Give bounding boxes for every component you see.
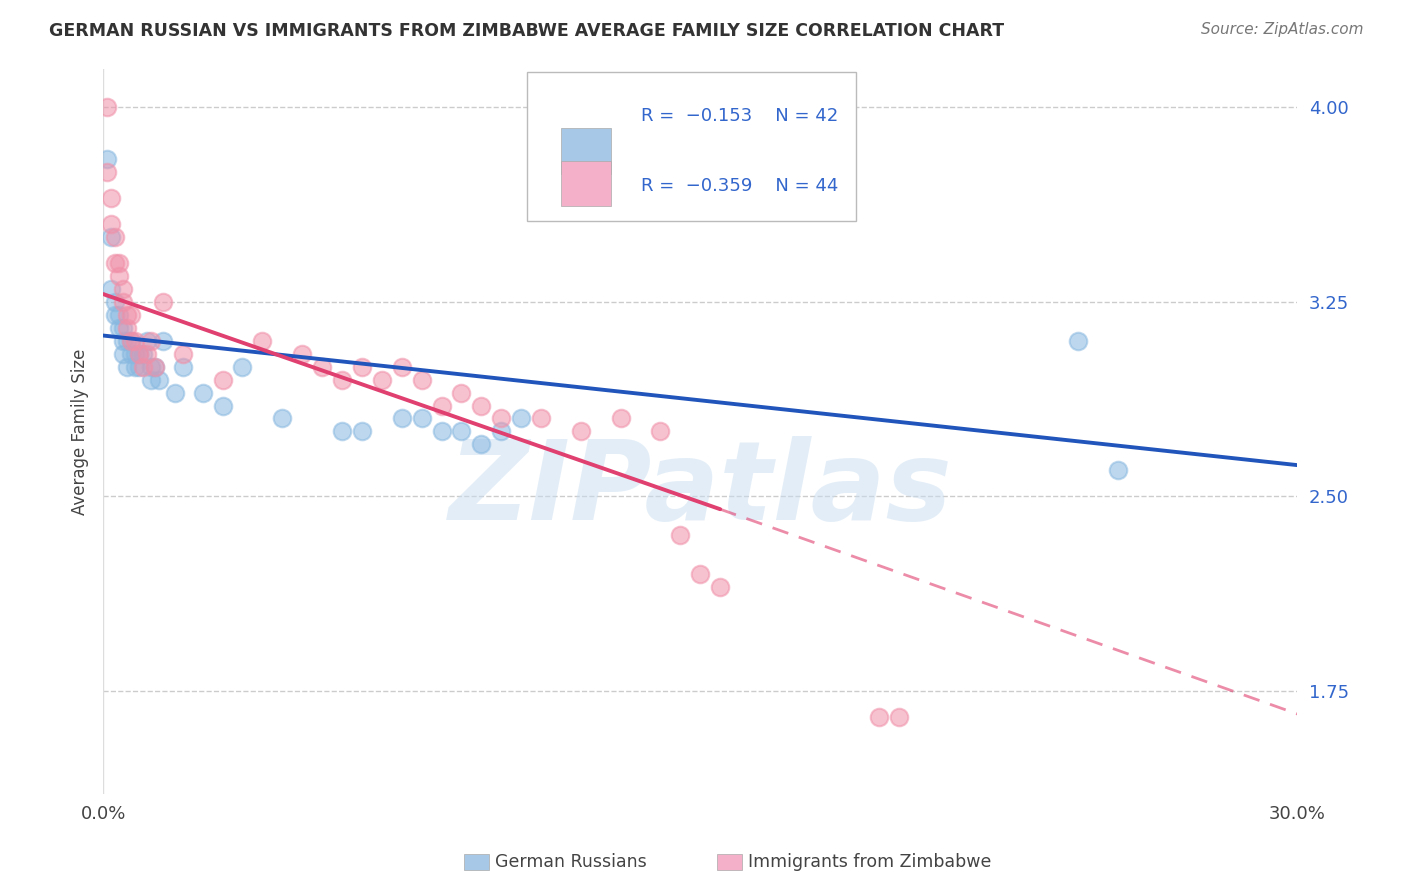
Text: German Russians: German Russians [495, 853, 647, 871]
Point [132, 346, 155, 360]
Point [450, 385, 472, 400]
Point [124, 359, 146, 374]
Point [96, 153, 118, 167]
Point [100, 191, 122, 205]
Point [100, 230, 122, 244]
Text: GERMAN RUSSIAN VS IMMIGRANTS FROM ZIMBABWE AVERAGE FAMILY SIZE CORRELATION CHART: GERMAN RUSSIAN VS IMMIGRANTS FROM ZIMBAB… [49, 22, 1004, 40]
Y-axis label: Average Family Size: Average Family Size [72, 348, 89, 515]
Point [411, 373, 433, 387]
Point [868, 709, 890, 723]
Point [139, 373, 162, 387]
Point [172, 359, 194, 374]
Bar [561, 161, 610, 206]
Point [330, 425, 353, 439]
Point [889, 709, 911, 723]
Point [430, 425, 453, 439]
Text: Source: ZipAtlas.com: Source: ZipAtlas.com [1201, 22, 1364, 37]
Point [530, 411, 553, 425]
Point [104, 294, 127, 309]
Point [112, 346, 135, 360]
Point [252, 334, 274, 348]
Point [689, 567, 711, 582]
Point [115, 308, 138, 322]
Point [411, 411, 433, 425]
Point [609, 411, 631, 425]
Point [271, 411, 294, 425]
Point [391, 359, 413, 374]
Point [112, 294, 135, 309]
Text: Immigrants from Zimbabwe: Immigrants from Zimbabwe [748, 853, 991, 871]
Point [470, 437, 492, 451]
Point [350, 425, 373, 439]
Point [510, 411, 533, 425]
Point [172, 346, 194, 360]
Point [139, 334, 162, 348]
Point [152, 294, 174, 309]
Point [135, 334, 157, 348]
Point [96, 165, 118, 179]
Point [108, 320, 131, 334]
Point [104, 308, 127, 322]
Point [489, 411, 512, 425]
Point [211, 373, 233, 387]
Point [124, 346, 146, 360]
Point [108, 308, 131, 322]
Text: ZIPatlas: ZIPatlas [449, 436, 952, 543]
Point [430, 399, 453, 413]
Point [108, 268, 131, 283]
Point [124, 334, 146, 348]
Point [115, 334, 138, 348]
FancyBboxPatch shape [527, 72, 856, 221]
Point [148, 373, 170, 387]
Text: R =  −0.359    N = 44: R = −0.359 N = 44 [641, 178, 838, 195]
Point [135, 346, 157, 360]
Point [120, 334, 142, 348]
Bar [561, 128, 610, 174]
Point [152, 334, 174, 348]
Point [470, 399, 492, 413]
Point [143, 359, 166, 374]
Point [211, 399, 233, 413]
Point [112, 320, 135, 334]
Point [120, 308, 142, 322]
Point [191, 385, 214, 400]
Point [128, 359, 150, 374]
Point [100, 217, 122, 231]
Point [128, 346, 150, 360]
Point [115, 359, 138, 374]
Point [128, 346, 150, 360]
Point [143, 359, 166, 374]
Point [291, 346, 314, 360]
Point [650, 425, 672, 439]
Point [115, 320, 138, 334]
Point [330, 373, 353, 387]
Point [489, 425, 512, 439]
Point [231, 359, 253, 374]
Point [112, 282, 135, 296]
Point [163, 385, 186, 400]
Point [104, 230, 127, 244]
Point [108, 256, 131, 270]
Point [350, 359, 373, 374]
Point [1067, 334, 1090, 348]
Point [104, 256, 127, 270]
Point [120, 346, 142, 360]
Point [120, 334, 142, 348]
Text: R =  −0.153    N = 42: R = −0.153 N = 42 [641, 107, 838, 125]
Point [669, 528, 692, 542]
Point [569, 425, 592, 439]
Point [1107, 463, 1129, 477]
Point [100, 282, 122, 296]
Point [371, 373, 394, 387]
Point [139, 359, 162, 374]
Point [311, 359, 333, 374]
Point [450, 425, 472, 439]
Point [112, 334, 135, 348]
Point [391, 411, 413, 425]
Point [709, 580, 731, 594]
Point [132, 359, 155, 374]
Point [96, 100, 118, 114]
